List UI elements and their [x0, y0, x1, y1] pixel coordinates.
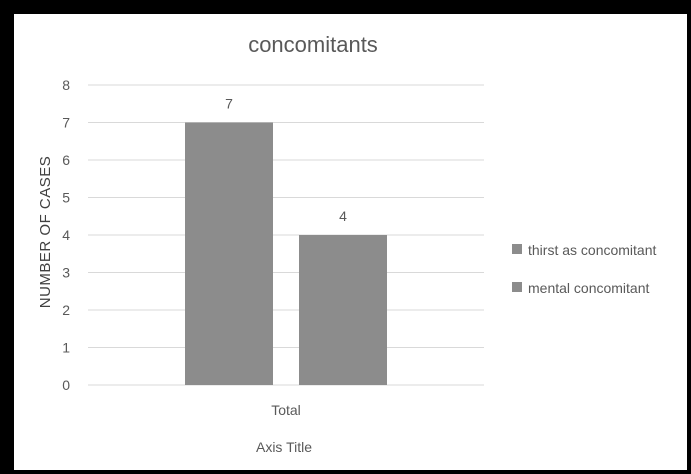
legend-swatch — [512, 282, 522, 292]
legend-label: mental concomitant — [528, 280, 650, 296]
y-tick-label: 2 — [62, 302, 70, 318]
y-tick-label: 1 — [62, 340, 70, 356]
y-tick-label: 7 — [62, 115, 70, 131]
legend-label: thirst as concomitant — [528, 242, 656, 258]
x-tick-label: Total — [271, 402, 301, 418]
y-axis-label: NUMBER OF CASES — [37, 156, 54, 309]
bar — [299, 235, 387, 385]
chart-title: concomitants — [248, 32, 378, 57]
data-label: 4 — [339, 208, 347, 224]
bar-chart: concomitants NUMBER OF CASES Axis Title … — [37, 32, 656, 455]
y-tick-label: 5 — [62, 190, 70, 206]
y-tick-label: 4 — [62, 227, 70, 243]
y-tick-label: 8 — [62, 77, 70, 93]
y-axis-ticks: 0 1 2 3 4 5 6 7 8 — [62, 77, 70, 393]
x-axis-title: Axis Title — [256, 439, 312, 455]
legend: thirst as concomitant mental concomitant — [512, 242, 656, 296]
data-label: 7 — [225, 96, 233, 112]
x-axis-ticks: Total — [271, 402, 301, 418]
y-tick-label: 6 — [62, 152, 70, 168]
y-tick-label: 3 — [62, 265, 70, 281]
chart-frame: concomitants NUMBER OF CASES Axis Title … — [14, 14, 687, 470]
bars: 74 — [185, 96, 387, 385]
y-tick-label: 0 — [62, 377, 70, 393]
legend-swatch — [512, 244, 522, 254]
bar — [185, 122, 273, 385]
gridlines — [88, 84, 484, 386]
